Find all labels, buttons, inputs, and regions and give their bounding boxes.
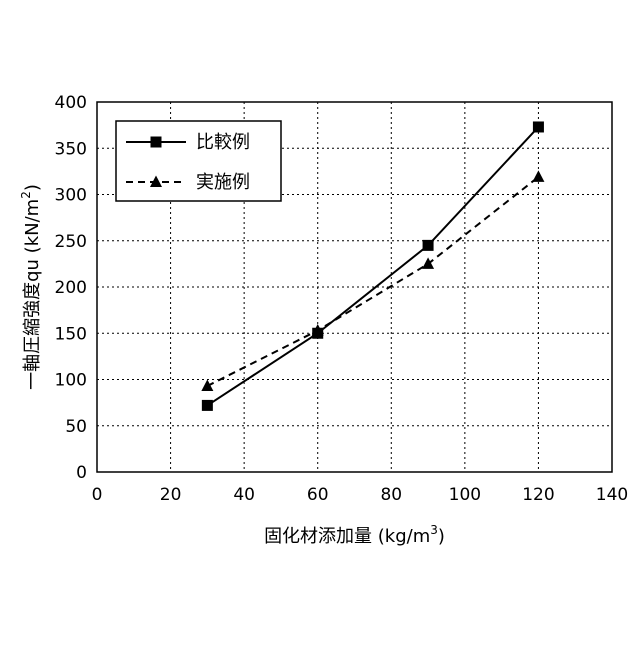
y-axis-title-tail: ) <box>22 184 43 191</box>
legend: 比較例実施例 <box>116 121 281 201</box>
x-tick-label: 140 <box>596 485 628 505</box>
series-2 <box>201 170 544 391</box>
data-point-triangle <box>422 257 434 269</box>
data-point-square <box>533 121 544 132</box>
x-tick-label: 20 <box>160 485 182 505</box>
y-tick-label: 250 <box>55 232 87 252</box>
y-tick-label: 0 <box>76 463 87 483</box>
x-tick-label: 60 <box>307 485 329 505</box>
y-axis-title: 一軸圧縮強度qu (kN/m2) <box>19 184 43 390</box>
data-point-square <box>202 400 213 411</box>
x-axis-title: 固化材添加量 (kg/m3) <box>264 523 445 547</box>
x-tick-label: 100 <box>449 485 481 505</box>
y-tick-label: 200 <box>55 278 87 298</box>
series-line <box>207 177 538 386</box>
legend-label: 比較例 <box>196 132 250 153</box>
y-tick-label: 350 <box>55 139 87 159</box>
data-point-triangle <box>532 170 544 182</box>
y-axis-title-sup: 2 <box>19 191 33 199</box>
legend-label: 実施例 <box>196 172 250 193</box>
data-point-square <box>423 240 434 251</box>
x-tick-label: 40 <box>233 485 255 505</box>
x-tick-label: 120 <box>522 485 554 505</box>
x-axis-title-text: 固化材添加量 (kg/m <box>264 526 430 547</box>
y-tick-label: 150 <box>55 324 87 344</box>
x-axis-title-tail: ) <box>438 526 445 547</box>
y-tick-label: 50 <box>65 417 87 437</box>
y-tick-label: 300 <box>55 186 87 206</box>
data-point-triangle <box>201 379 213 391</box>
x-tick-label: 0 <box>92 485 103 505</box>
y-axis-title-text: 一軸圧縮強度qu (kN/m <box>22 199 43 390</box>
y-tick-label: 100 <box>55 371 87 391</box>
y-tick-label: 400 <box>55 93 87 113</box>
x-axis-title-sup: 3 <box>430 523 438 537</box>
x-tick-label: 80 <box>380 485 402 505</box>
legend-marker <box>151 137 162 148</box>
